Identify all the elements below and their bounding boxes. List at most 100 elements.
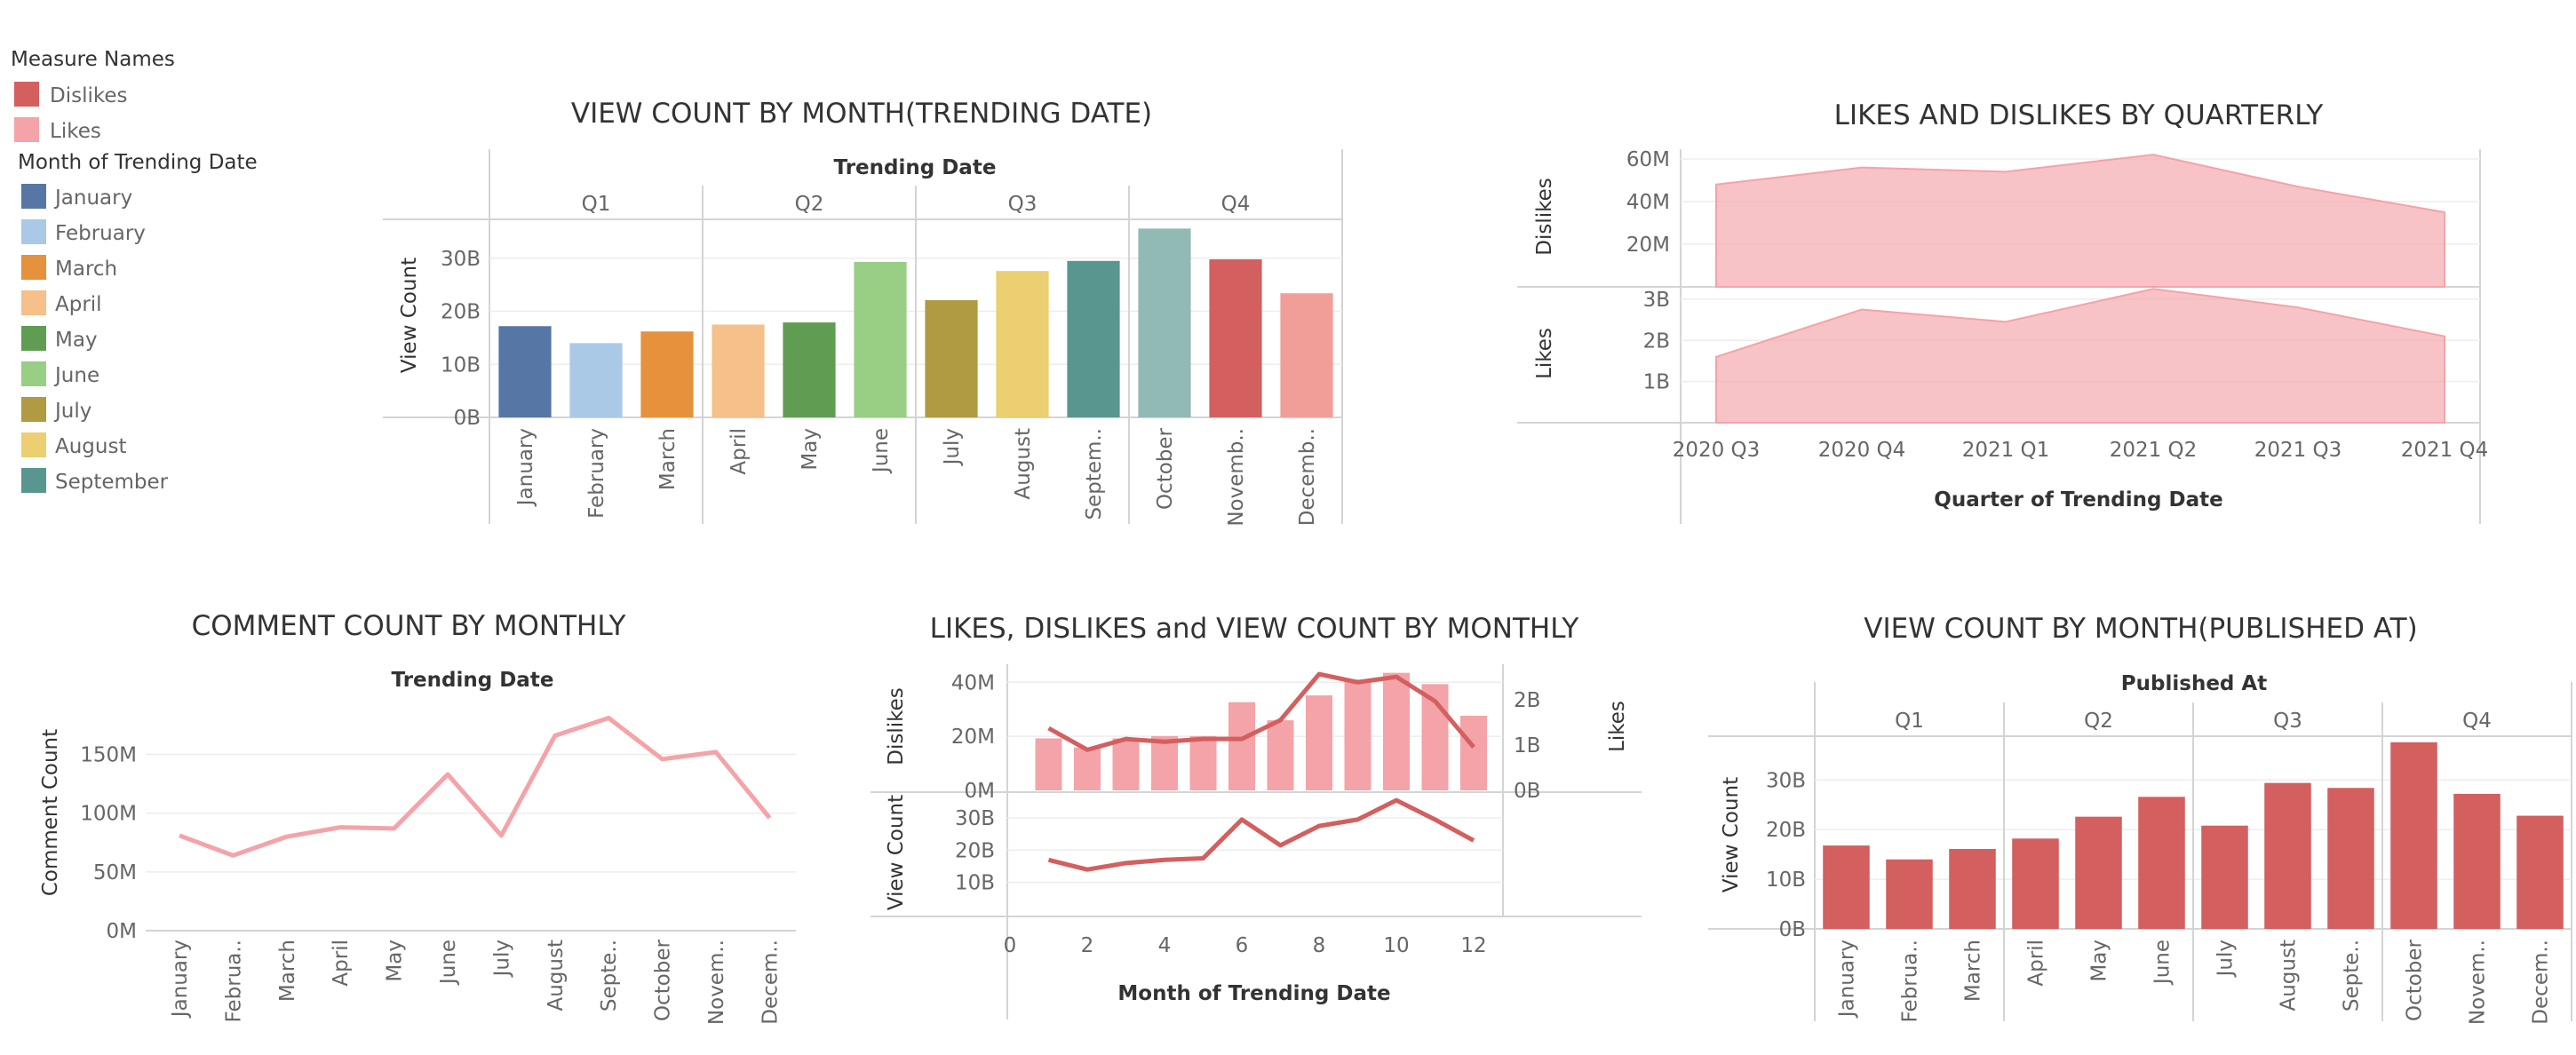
group-header: Q1 [582,193,611,216]
legend-swatch [21,361,46,386]
x-tick-label: 2021 Q2 [2110,439,2198,462]
legend-label: September [55,471,169,494]
bar [996,271,1049,417]
x-tick-label: 8 [1313,934,1326,957]
x-tick-label: May [384,940,407,982]
legend-swatch [21,432,46,457]
group-header: Q2 [2084,710,2113,733]
chart-title: LIKES, DISLIKES and VIEW COUNT BY MONTHL… [930,613,1579,645]
y-tick-label: 40M [1626,191,1670,214]
x-tick-label: June [2151,940,2174,986]
x-axis-label: Month of Trending Date [1117,982,1390,1005]
legend-swatch [21,326,46,351]
x-tick-label: Februa.. [222,940,245,1022]
x-tick-label: January [514,428,537,507]
bar [2075,816,2122,929]
bar [1138,228,1191,417]
chart-plot: 0M 20M 40M 0B 1B 2B 10B 20B 30B 0 2 4 6 8 10 12 [871,664,1642,1019]
chart-plot: 0M 50M 100M 150M January Februa.. March April Ma… [80,716,796,1025]
y-tick-label: 10B [441,353,481,377]
bar [1209,259,1262,417]
y-axis-label-likes: Likes [1533,328,1556,379]
chart-plot: 20M 40M 60M 1B 2B 3B 2020 Q3 2020 Q4 2021 Q1 2021… [1517,148,2488,524]
group-header: Q1 [1895,710,1924,733]
group-header: Q3 [2273,710,2302,733]
bar [783,322,836,417]
y-tick-label: 0B [1779,918,1806,941]
y-tick-label: 60M [1626,148,1670,171]
chart-title: COMMENT COUNT BY MONTHLY [192,610,626,642]
legend-title-measure: Measure Names [11,48,175,71]
x-tick-label: October [652,939,675,1021]
legend-swatch [21,290,46,315]
y-tick-label: 20M [951,726,995,749]
y-tick-label: 30B [1766,769,1806,792]
y-tick-label-right: 1B [1514,734,1540,758]
x-tick-label: Februa.. [1899,940,1922,1022]
legend-label: August [55,435,127,458]
bar [1886,859,1933,929]
x-tick-label: July [941,428,964,466]
y-tick-label-right: 2B [1514,689,1540,712]
y-tick-label: 0B [454,407,481,430]
chart-plot: 0B 10B 20B 30B Q1 Q2 Q3 Q4 January Februa.. March A… [1708,682,2572,1025]
x-tick-label: 2020 Q4 [1818,439,1906,462]
x-tick-label: January [169,940,192,1019]
bar [2138,797,2185,929]
bar [712,324,765,417]
legend-label: July [53,400,91,423]
bar-likes [1267,720,1294,790]
x-tick-label: 6 [1236,934,1249,957]
x-tick-label: May [799,428,822,471]
x-tick-label: Septe.. [598,940,621,1011]
bar-likes [1112,738,1140,790]
y-axis-label-dislikes: Dislikes [885,687,908,765]
bar [2012,838,2059,929]
y-axis-label: View Count [398,258,421,373]
y-tick-label: 0M [107,920,137,943]
x-tick-label: Novemb.. [1225,428,1248,527]
x-tick-label: June [870,428,893,474]
x-tick-label: April [2025,940,2048,987]
y-tick-label-right: 0B [1514,780,1540,803]
legend-label: June [53,364,99,387]
x-tick-label: 4 [1158,934,1172,957]
x-tick-label: June [437,940,460,986]
x-tick-label: August [545,940,568,1011]
chart-title: LIKES AND DISLIKES BY QUARTERLY [1834,99,2324,131]
x-tick-label: October [1154,427,1177,510]
chart-view-by-published-month: VIEW COUNT BY MONTH(PUBLISHED AT) Publis… [1708,613,2572,1025]
group-header: Q4 [2462,710,2492,733]
x-tick-label: 2021 Q1 [1962,439,2050,462]
x-tick-label: Decem.. [759,940,782,1025]
y-tick-label: 2B [1643,329,1670,353]
legend-month-list: January February March April May June July Augu… [21,184,169,494]
line-comment-count [179,716,772,858]
legend-label: May [55,329,98,352]
bar [2201,825,2248,929]
chart-title: VIEW COUNT BY MONTH(TRENDING DATE) [571,98,1152,130]
chart-likes-dislikes-quarterly: LIKES AND DISLIKES BY QUARTERLY Quarter … [1517,99,2488,524]
y-tick-label: 20M [1626,234,1670,257]
x-tick-label: February [585,428,608,519]
x-axis-label: Quarter of Trending Date [1934,488,2222,512]
bar-likes [1460,716,1487,790]
legend-label: Dislikes [50,84,128,107]
legend-label: January [53,186,132,210]
x-tick-label: March [276,940,299,1002]
y-tick-label: 3B [1643,289,1670,312]
x-tick-label: January [1836,940,1859,1019]
bar [2516,815,2564,929]
line-dislikes [1047,671,1475,752]
x-tick-label: Decem.. [2530,940,2553,1025]
legend-label: March [55,258,117,281]
x-tick-label: July [2214,940,2238,978]
legend-swatch [21,397,46,422]
area-likes [1715,288,2445,424]
y-axis-label: Comment Count [39,729,62,896]
y-tick-label: 0M [965,780,995,803]
legend-panel: Measure Names Dislikes Likes Month of Tre… [11,48,258,494]
legend-label: February [55,222,146,245]
y-tick-label: 30B [441,248,481,271]
bar-likes [1189,735,1217,790]
